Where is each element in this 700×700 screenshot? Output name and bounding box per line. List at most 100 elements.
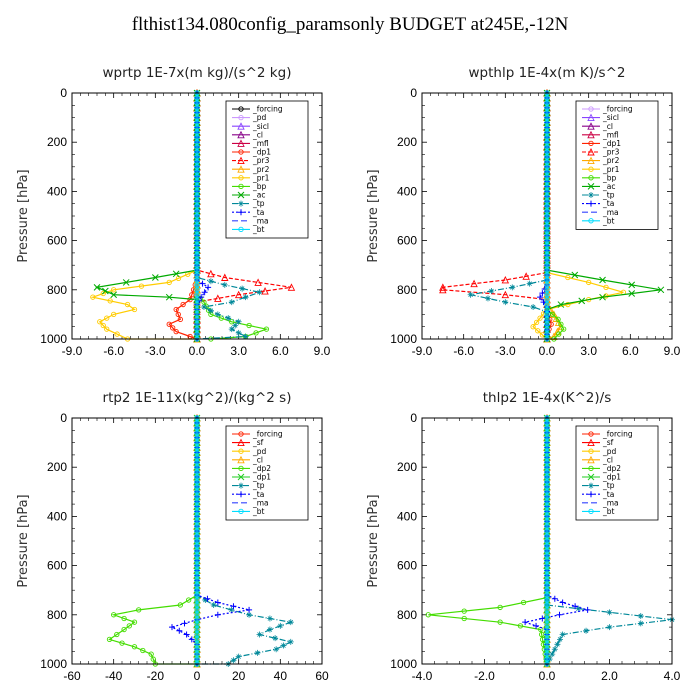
- legend-marker: [588, 482, 594, 489]
- legend-label: _bt: [252, 507, 265, 516]
- legend-entry: _ac: [582, 182, 615, 191]
- legend-entry: _forcing: [232, 430, 283, 439]
- legend-marker: [238, 209, 244, 216]
- data-point: [194, 607, 200, 613]
- data-point: [170, 325, 176, 331]
- x-tick-label: 0: [194, 669, 201, 683]
- legend-label: _cl: [602, 122, 613, 131]
- data-point: [425, 612, 431, 618]
- legend-label: _tp: [602, 481, 615, 490]
- data-point: [544, 164, 550, 170]
- x-tick-label: 40: [274, 669, 288, 683]
- series-line: [442, 93, 548, 339]
- data-point: [111, 612, 117, 618]
- data-point: [488, 288, 495, 295]
- data-point: [194, 651, 200, 657]
- legend: _forcing_pd_sicl_cl_mfl_dp1_pr3_pr2_pr1_…: [225, 100, 309, 239]
- legend-label: _dp2: [602, 464, 621, 473]
- legend-label: _pr3: [602, 148, 620, 157]
- data-point: [194, 562, 200, 569]
- legend-label: _pr2: [252, 165, 270, 174]
- legend-label: _ta: [252, 208, 264, 217]
- legend-marker: [588, 175, 594, 181]
- x-tick-label: 0.0: [539, 344, 556, 358]
- data-point: [538, 631, 545, 638]
- data-point: [194, 508, 200, 515]
- data-point: [194, 193, 200, 199]
- legend-entry: _pr2: [582, 156, 620, 165]
- data-point: [544, 159, 550, 165]
- data-point: [228, 606, 235, 613]
- legend-label: _pd: [602, 447, 617, 456]
- legend-marker: [588, 166, 594, 172]
- data-point: [194, 533, 200, 539]
- legend-marker: [587, 156, 595, 165]
- legend-marker: [587, 438, 595, 447]
- data-point: [550, 332, 558, 340]
- data-point: [97, 319, 103, 325]
- data-point: [235, 318, 242, 325]
- data-point: [194, 494, 200, 500]
- panel-title: wpthlp 1E-4x(m K)/s^2: [469, 65, 626, 81]
- data-point: [230, 603, 237, 610]
- data-point: [194, 612, 200, 618]
- y-axis-label: Pressure [hPa]: [366, 169, 381, 262]
- data-point: [637, 613, 644, 620]
- legend-marker: [587, 147, 595, 156]
- data-point: [520, 599, 527, 606]
- y-tick-label: 800: [397, 283, 417, 297]
- data-point: [544, 617, 550, 623]
- data-point: [544, 119, 550, 126]
- legend-label: _tp: [252, 481, 265, 490]
- data-point: [194, 326, 200, 332]
- data-point: [140, 647, 146, 654]
- data-point: [544, 479, 550, 485]
- data-point: [544, 198, 550, 204]
- data-point: [544, 612, 550, 618]
- data-point: [194, 435, 200, 441]
- data-point: [484, 295, 491, 302]
- legend-marker: [237, 165, 245, 173]
- data-point: [194, 538, 200, 544]
- y-tick-label: 1000: [40, 332, 67, 346]
- legend-label: _dp1: [252, 473, 271, 482]
- data-point: [194, 257, 200, 263]
- series-line: [196, 93, 262, 340]
- data-point: [522, 619, 529, 626]
- data-point: [544, 435, 550, 441]
- plot-frame: [71, 92, 323, 340]
- data-point: [194, 503, 200, 510]
- series-bt: [544, 90, 550, 342]
- data-point: [544, 114, 550, 121]
- legend-label: _dp2: [252, 464, 271, 473]
- legend-entry: _dp1: [232, 148, 271, 157]
- panel-title: thlp2 1E-4x(K^2)/s: [483, 390, 612, 406]
- data-point: [194, 198, 200, 204]
- data-point: [555, 316, 561, 322]
- data-point: [561, 326, 567, 332]
- x-tick-label: -3.0: [145, 344, 166, 358]
- data-point: [544, 169, 550, 175]
- legend-entry: _bt: [582, 507, 615, 516]
- legend-entry: _pr1: [582, 165, 620, 174]
- data-point: [572, 603, 579, 610]
- data-point: [131, 644, 138, 650]
- legend-marker: [238, 448, 244, 454]
- x-tick-label: 60: [315, 669, 329, 683]
- data-point: [194, 518, 200, 524]
- data-point: [544, 252, 550, 259]
- x-tick-label: -9.0: [62, 344, 83, 358]
- data-point: [544, 321, 550, 327]
- data-point: [194, 464, 200, 470]
- data-point: [194, 513, 200, 520]
- chart-panel-thlp2: thlp2 1E-4x(K^2)/s Pressure [hPa] -4.0 -2.0…: [366, 390, 681, 683]
- data-point: [544, 311, 550, 318]
- data-point: [121, 626, 127, 633]
- legend-entry: _mfl: [232, 139, 269, 148]
- data-point: [544, 277, 550, 283]
- legend-entry: _tp: [232, 199, 265, 208]
- data-point: [544, 262, 550, 268]
- legend-entry: _ac: [232, 191, 265, 200]
- data-point: [517, 623, 524, 629]
- legend-marker: [238, 508, 244, 515]
